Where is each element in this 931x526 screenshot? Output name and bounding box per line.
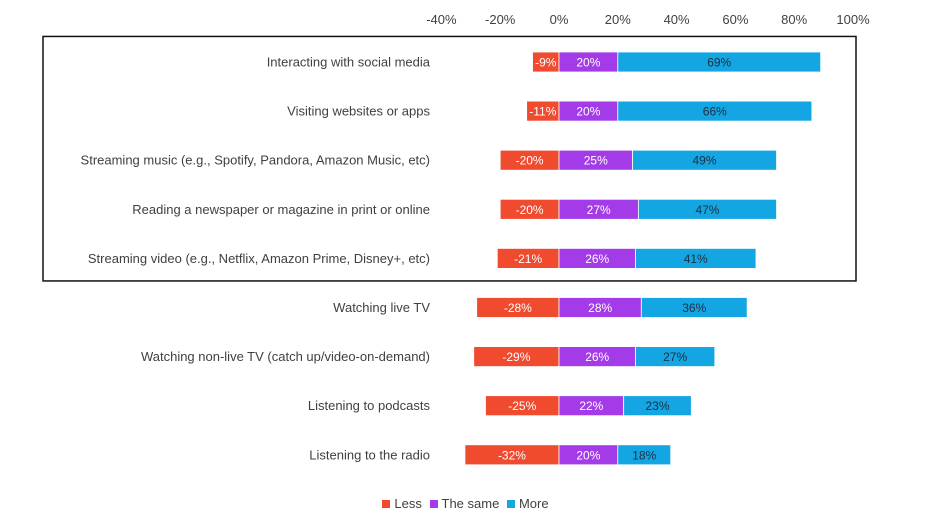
data-label-more: 69% bbox=[707, 56, 731, 70]
legend-swatch-less bbox=[382, 499, 391, 508]
legend-item-the-same: The same bbox=[429, 496, 500, 511]
bar-more bbox=[640, 297, 748, 318]
category-label: Listening to the radio bbox=[309, 447, 430, 462]
legend-item-less: Less bbox=[382, 496, 422, 511]
category-label: Streaming video (e.g., Netflix, Amazon P… bbox=[88, 251, 430, 266]
data-label-more: 36% bbox=[682, 301, 706, 315]
highlight-box bbox=[42, 35, 857, 282]
data-label-the-same: 25% bbox=[584, 154, 608, 168]
category-label: Visiting websites or apps bbox=[287, 104, 430, 119]
legend: Less The same More bbox=[0, 496, 931, 511]
bar-more bbox=[617, 51, 822, 73]
x-tick-label: 40% bbox=[664, 12, 690, 27]
x-tick-label: 100% bbox=[836, 12, 870, 27]
bar-more bbox=[617, 444, 672, 466]
data-label-less: -20% bbox=[516, 203, 544, 217]
legend-label-less: Less bbox=[394, 496, 422, 511]
data-label-the-same: 20% bbox=[576, 105, 600, 119]
data-label-less: -20% bbox=[516, 154, 544, 168]
category-label: Watching non-live TV (catch up/video-on-… bbox=[141, 349, 430, 364]
x-tick-label: 60% bbox=[722, 12, 748, 27]
data-label-more: 23% bbox=[645, 399, 669, 413]
legend-label-more: More bbox=[518, 496, 549, 511]
data-label-less: -11% bbox=[529, 105, 556, 119]
data-label-more: 49% bbox=[693, 154, 717, 168]
data-label-less: -9% bbox=[535, 56, 557, 70]
data-label-more: 27% bbox=[663, 350, 687, 364]
data-label-the-same: 22% bbox=[579, 399, 603, 413]
data-label-more: 47% bbox=[695, 203, 719, 217]
data-label-the-same: 28% bbox=[588, 301, 612, 315]
data-label-the-same: 20% bbox=[576, 56, 600, 70]
bar-more bbox=[623, 395, 692, 417]
data-label-less: -21% bbox=[514, 252, 542, 266]
data-label-the-same: 20% bbox=[576, 448, 600, 462]
bar-more bbox=[635, 346, 716, 368]
data-label-less: -25% bbox=[508, 399, 536, 413]
x-tick-label: 0% bbox=[550, 12, 569, 27]
data-label-the-same: 26% bbox=[585, 350, 609, 364]
x-tick-label: 20% bbox=[605, 12, 631, 27]
data-label-less: -32% bbox=[498, 448, 526, 462]
x-tick-label: -20% bbox=[485, 12, 516, 27]
legend-swatch-more bbox=[506, 499, 515, 508]
category-label: Reading a newspaper or magazine in print… bbox=[132, 202, 430, 217]
legend-label-the-same: The same bbox=[441, 496, 500, 511]
data-label-more: 41% bbox=[684, 252, 708, 266]
bar-more bbox=[632, 149, 777, 171]
legend-swatch-the-same bbox=[429, 499, 438, 508]
data-label-more: 66% bbox=[703, 105, 727, 119]
category-label: Listening to podcasts bbox=[308, 398, 431, 413]
bar-more bbox=[637, 198, 777, 220]
data-label-the-same: 26% bbox=[585, 252, 609, 266]
data-label-less: -28% bbox=[504, 301, 532, 315]
bar-more bbox=[635, 247, 757, 269]
data-label-less: -29% bbox=[502, 350, 530, 364]
data-label-more: 18% bbox=[632, 448, 656, 462]
legend-item-more: More bbox=[506, 496, 549, 511]
x-tick-label: 80% bbox=[781, 12, 807, 27]
bar-more bbox=[617, 100, 813, 122]
category-label: Streaming music (e.g., Spotify, Pandora,… bbox=[81, 153, 430, 168]
category-label: Watching live TV bbox=[333, 300, 430, 315]
data-label-the-same: 27% bbox=[587, 203, 611, 217]
category-label: Interacting with social media bbox=[267, 55, 431, 70]
x-tick-label: -40% bbox=[426, 12, 457, 27]
